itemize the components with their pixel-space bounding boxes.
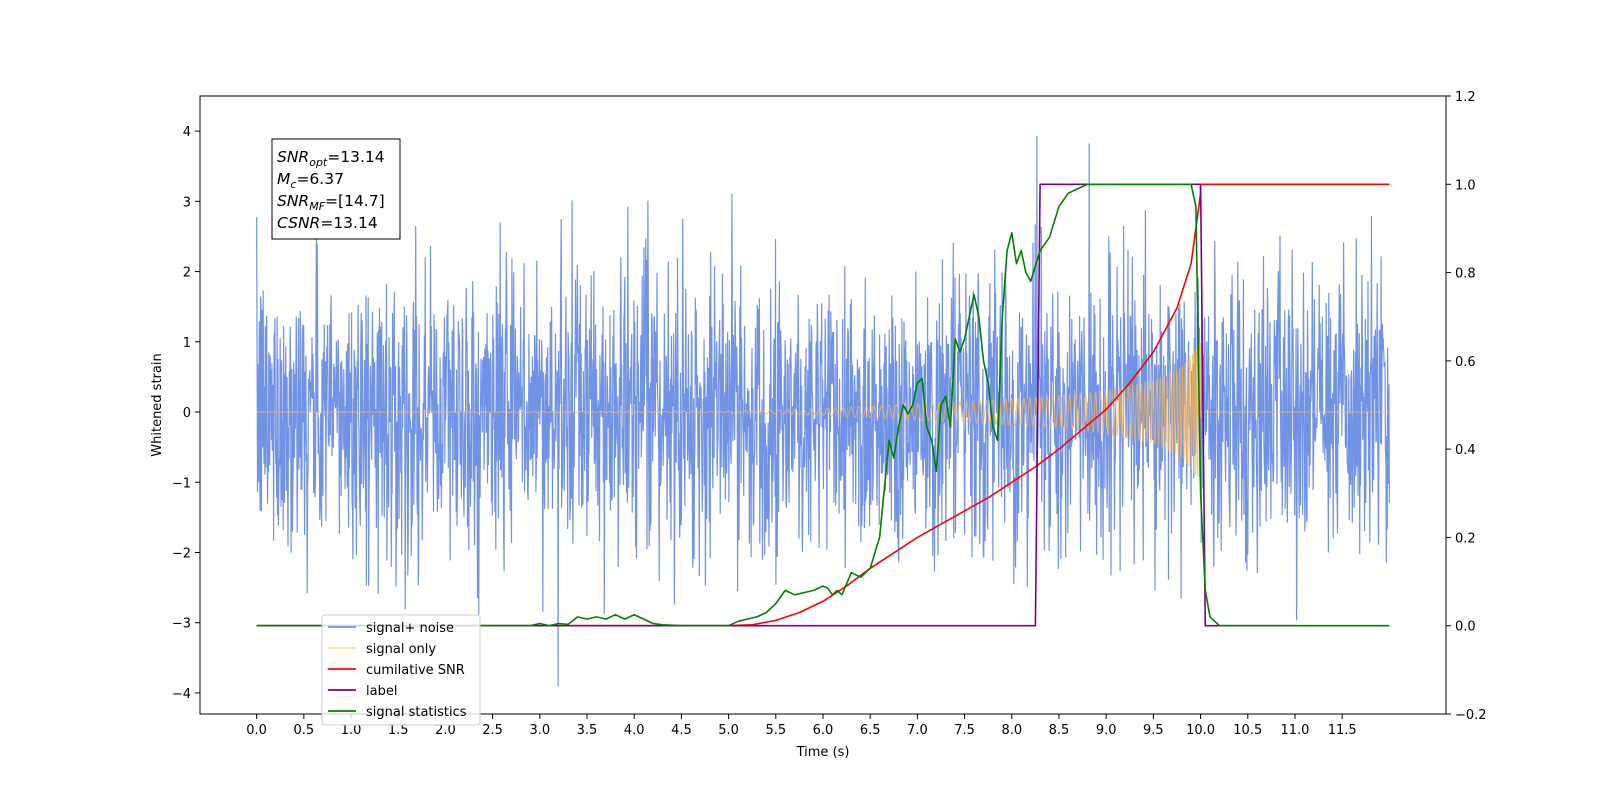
legend-label-signal-only: signal only bbox=[366, 642, 436, 657]
x-tick-label: 4.0 bbox=[624, 723, 645, 738]
x-tick-label: 4.5 bbox=[671, 723, 692, 738]
x-tick-label: 11.5 bbox=[1328, 723, 1357, 738]
x-tick-label: 8.0 bbox=[1001, 723, 1022, 738]
y-tick-label: 2 bbox=[183, 266, 191, 281]
legend-label-cumilative-snr: cumilative SNR bbox=[366, 663, 465, 678]
annotation-line: SNRMF=[14.7] bbox=[277, 192, 385, 213]
y-tick-label: 4 bbox=[183, 125, 191, 140]
annotation-symbol: M bbox=[277, 170, 290, 188]
x-tick-label: 2.5 bbox=[482, 723, 503, 738]
annotation-subscript: c bbox=[290, 178, 296, 191]
y2-tick-label: 1.2 bbox=[1455, 90, 1476, 105]
annotation-line: SNRopt=13.14 bbox=[277, 148, 385, 169]
y-tick-label: 3 bbox=[183, 195, 191, 210]
y2-tick-label: 1.0 bbox=[1455, 178, 1476, 193]
y-axis-right: −0.2 0.0 0.2 0.4 0.6 0.8 1.0 1.2 bbox=[1446, 90, 1487, 723]
x-tick-label: 1.5 bbox=[388, 723, 409, 738]
x-tick-label: 0.5 bbox=[293, 723, 314, 738]
x-axis-label: Time (s) bbox=[796, 745, 850, 760]
annotation-line: Mc=6.37 bbox=[277, 170, 344, 191]
x-tick-label: 10.5 bbox=[1233, 723, 1262, 738]
y2-tick-label: 0.4 bbox=[1455, 443, 1476, 458]
y-tick-label: −1 bbox=[172, 476, 191, 491]
legend-label-signal-statistics: signal statistics bbox=[366, 705, 467, 720]
series-cumilative-snr bbox=[256, 183, 1390, 627]
x-tick-label: 8.5 bbox=[1049, 723, 1070, 738]
annotation-subscript: MF bbox=[309, 200, 325, 213]
y-tick-label: −2 bbox=[172, 546, 191, 561]
x-tick-label: 7.5 bbox=[954, 723, 975, 738]
x-tick-label: 10.0 bbox=[1186, 723, 1215, 738]
y2-tick-label: 0.6 bbox=[1455, 355, 1476, 370]
y-tick-label: −4 bbox=[172, 687, 191, 702]
stats-annotation-box: SNRopt=13.14Mc=6.37SNRMF=[14.7]CSNR=13.1… bbox=[271, 138, 401, 240]
y2-tick-label: −0.2 bbox=[1455, 708, 1487, 723]
x-tick-label: 1.0 bbox=[341, 723, 362, 738]
x-tick-label: 6.0 bbox=[813, 723, 834, 738]
annotation-symbol: SNR bbox=[277, 148, 309, 166]
annotation-symbol: CSNR bbox=[277, 214, 320, 232]
y2-tick-label: 0.2 bbox=[1455, 531, 1476, 546]
series-signal-statistics bbox=[256, 183, 1390, 627]
x-tick-label: 7.0 bbox=[907, 723, 928, 738]
y-tick-label: −3 bbox=[172, 617, 191, 632]
legend: signal+ noise signal only cumilative SNR la… bbox=[321, 614, 481, 726]
x-axis: 0.0 0.5 1.0 1.5 2.0 2.5 3.0 3.5 4.0 4.5 5.0 5.5 6.0 6… bbox=[246, 714, 1357, 738]
annotation-subscript: opt bbox=[309, 156, 328, 169]
y-axis-left: −4 −3 −2 −1 0 1 2 3 4 bbox=[172, 125, 200, 702]
x-tick-label: 5.0 bbox=[718, 723, 739, 738]
annotation-value: =13.14 bbox=[327, 148, 384, 166]
x-tick-label: 11.0 bbox=[1280, 723, 1309, 738]
x-tick-label: 9.0 bbox=[1096, 723, 1117, 738]
annotation-frame bbox=[271, 138, 401, 240]
x-tick-label: 3.5 bbox=[577, 723, 598, 738]
y-tick-label: 0 bbox=[183, 406, 191, 421]
annotation-value: =6.37 bbox=[296, 170, 344, 188]
x-tick-label: 6.5 bbox=[860, 723, 881, 738]
x-tick-label: 0.0 bbox=[246, 723, 267, 738]
y-axis-label: Whitened strain bbox=[150, 353, 165, 456]
series-layer bbox=[256, 136, 1390, 687]
annotation-value: =[14.7] bbox=[325, 192, 385, 210]
annotation-symbol: SNR bbox=[277, 192, 309, 210]
legend-label-label: label bbox=[366, 684, 397, 699]
y2-tick-label: 0.0 bbox=[1455, 620, 1476, 635]
legend-label-signal-noise: signal+ noise bbox=[366, 621, 454, 636]
y2-tick-label: 0.8 bbox=[1455, 267, 1476, 282]
series-signal-only bbox=[256, 342, 1390, 478]
annotation-line: CSNR=13.14 bbox=[277, 214, 378, 232]
x-tick-label: 5.5 bbox=[765, 723, 786, 738]
x-tick-label: 9.5 bbox=[1143, 723, 1164, 738]
annotation-value: =13.14 bbox=[320, 214, 377, 232]
y-tick-label: 1 bbox=[183, 336, 191, 351]
legend-frame bbox=[321, 614, 481, 726]
x-tick-label: 2.0 bbox=[435, 723, 456, 738]
x-tick-label: 3.0 bbox=[529, 723, 550, 738]
